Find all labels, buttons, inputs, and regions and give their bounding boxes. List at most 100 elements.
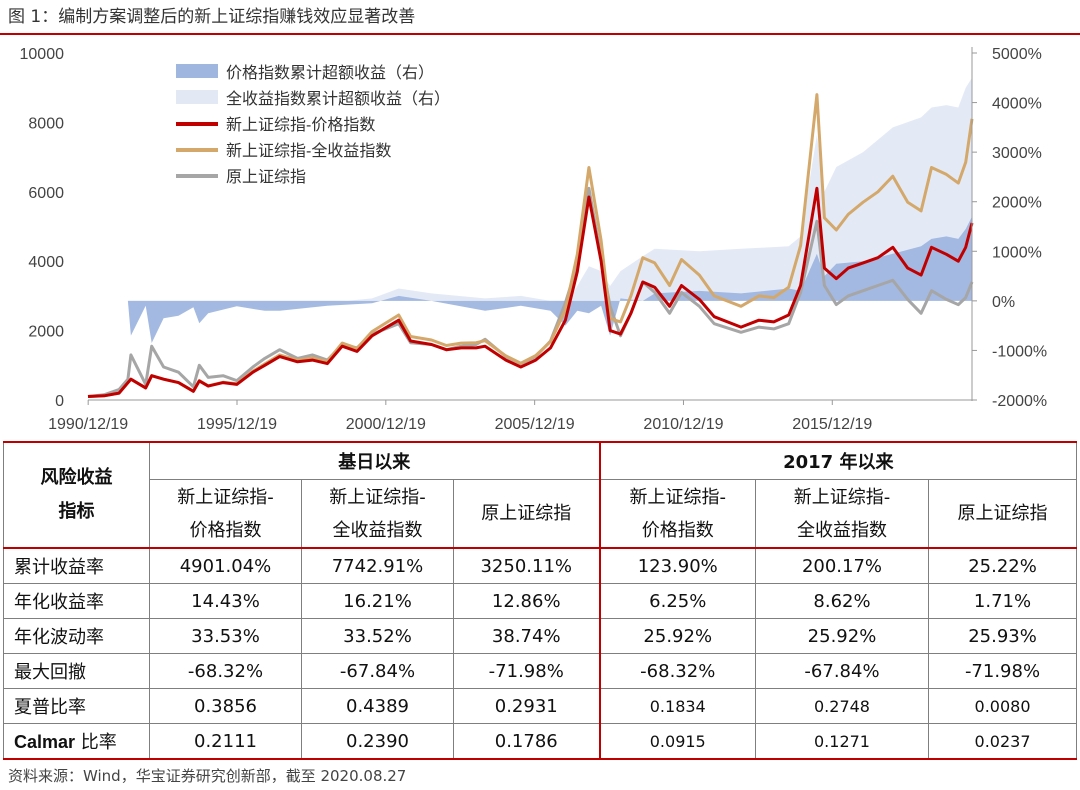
stats-table: 风险收益指标 基日以来 2017 年以来 新上证综指- 价格指数 新上证综指- 全收… <box>3 441 1078 760</box>
y-right-tick-label: -1000% <box>992 343 1047 360</box>
table-cell: 0.1271 <box>755 723 929 760</box>
sub-header: 原上证综指 <box>453 479 600 549</box>
table-cell: 0.2748 <box>755 688 929 724</box>
table-cell: -71.98% <box>927 653 1078 689</box>
table-cell: -67.84% <box>301 653 454 689</box>
y-left-tick-label: 4000 <box>28 254 64 271</box>
table-cell: 6.25% <box>598 583 756 619</box>
legend-label: 全收益指数累计超额收益（右） <box>226 90 450 108</box>
sub-header-line1: 新上证综指- <box>793 486 891 508</box>
x-tick-label: 2010/12/19 <box>643 416 723 433</box>
table-row: 累计收益率 4901.04% 7742.91% 3250.11% 123.90%… <box>3 547 1078 584</box>
table-cell: 0.0237 <box>927 723 1078 760</box>
sub-header-line1: 新上证综指- <box>329 486 426 508</box>
table-cell: 16.21% <box>301 583 454 619</box>
sub-header-line2: 全收益指数 <box>797 519 887 541</box>
table-cell: -67.84% <box>755 653 929 689</box>
sub-header-line2: 价格指数 <box>189 519 262 541</box>
sub-header: 新上证综指- 全收益指数 <box>301 479 454 549</box>
table-cell: -71.98% <box>453 653 600 689</box>
y-left-tick-label: 6000 <box>28 185 64 202</box>
sub-header: 新上证综指- 价格指数 <box>149 479 302 549</box>
y-right-tick-label: 2000% <box>992 195 1042 212</box>
y-right-tick-label: 5000% <box>992 46 1042 63</box>
stats-table-wrap: 风险收益指标 基日以来 2017 年以来 新上证综指- 价格指数 新上证综指- 全收… <box>3 441 1078 760</box>
y-left-tick-label: 0 <box>55 393 64 410</box>
legend-label: 原上证综指 <box>226 168 306 186</box>
row-label: 累计收益率 <box>3 547 150 584</box>
area-series <box>88 77 972 341</box>
row-label: 最大回撤 <box>3 653 150 689</box>
table-corner: 风险收益 指标 <box>3 441 150 549</box>
row-label: 年化波动率 <box>3 618 150 654</box>
table-row: 年化波动率 33.53% 33.52% 38.74% 25.92% 25.92%… <box>3 618 1078 654</box>
table-cell: 0.1834 <box>598 688 756 724</box>
y-right-tick-label: 3000% <box>992 145 1042 162</box>
group-header-since-2017: 2017 年以来 <box>598 441 1078 480</box>
y-right-tick-label: 4000% <box>992 96 1042 113</box>
table-cell: 0.0080 <box>927 688 1078 724</box>
row-label-zh: 比率 <box>75 732 117 753</box>
table-row: 最大回撤 -68.32% -67.84% -71.98% -68.32% -67… <box>3 653 1078 689</box>
x-tick-label: 2015/12/19 <box>792 416 872 433</box>
table-cell: 7742.91% <box>301 547 454 584</box>
table-cell: 0.3856 <box>149 688 302 724</box>
y-left-tick-label: 2000 <box>28 324 64 341</box>
y-right-tick-label: 1000% <box>992 244 1042 261</box>
table-row: 夏普比率 0.3856 0.4389 0.2931 0.1834 0.2748 … <box>3 688 1078 724</box>
title-rule <box>0 33 1080 35</box>
x-tick-label: 2000/12/19 <box>346 416 426 433</box>
row-label: 夏普比率 <box>3 688 150 724</box>
legend-label: 新上证综指-全收益指数 <box>226 142 391 160</box>
table-cell: 1.71% <box>927 583 1078 619</box>
sub-header: 新上证综指- 全收益指数 <box>755 479 929 549</box>
chart: 0 2000 4000 6000 8000 10000 -2000% -1000% 0% 1000… <box>20 46 1048 433</box>
table-row: 年化收益率 14.43% 16.21% 12.86% 6.25% 8.62% 1… <box>3 583 1078 619</box>
table-cell: 0.1786 <box>453 723 600 760</box>
table-cell: 33.53% <box>149 618 302 654</box>
table-cell: 0.2390 <box>301 723 454 760</box>
table-cell: 25.22% <box>927 547 1078 584</box>
source-note: 资料来源：Wind，华宝证券研究创新部，截至 2020.08.27 <box>8 767 407 785</box>
sub-header-line2: 全收益指数 <box>332 519 423 541</box>
sub-header: 原上证综指 <box>927 479 1078 549</box>
line-series <box>87 186 974 398</box>
group-header-since-base: 基日以来 <box>149 441 600 480</box>
sub-header-line1: 原上证综指 <box>481 503 572 524</box>
table-cell: 0.2931 <box>453 688 600 724</box>
table-cell: 4901.04% <box>149 547 302 584</box>
table-cell: -68.32% <box>149 653 302 689</box>
table-cell: 38.74% <box>453 618 600 654</box>
row-label-en: Calmar <box>14 732 76 752</box>
y-right-tick-label: 0% <box>992 294 1015 311</box>
table-cell: 0.0915 <box>598 723 756 760</box>
table-cell: 25.93% <box>927 618 1078 654</box>
corner-line1: 风险收益 <box>40 467 113 488</box>
sub-header-line1: 原上证综指 <box>957 503 1048 524</box>
figure-title: 图 1：编制方案调整后的新上证综指赚钱效应显著改善 <box>8 7 416 27</box>
corner-line2: 指标 <box>58 501 95 522</box>
table-cell: 0.2111 <box>149 723 302 760</box>
table-cell: 3250.11% <box>453 547 600 584</box>
table-cell: 25.92% <box>598 618 756 654</box>
y-left-tick-label: 10000 <box>20 46 65 63</box>
table-cell: 8.62% <box>755 583 929 619</box>
sub-header-line2: 价格指数 <box>641 519 714 541</box>
table-cell: 0.4389 <box>301 688 454 724</box>
y-left-tick-label: 8000 <box>28 115 64 132</box>
table-cell: 200.17% <box>755 547 929 584</box>
sub-header: 新上证综指- 价格指数 <box>598 479 756 549</box>
x-tick-label: 1995/12/19 <box>197 416 277 433</box>
sub-header-line1: 新上证综指- <box>629 486 727 508</box>
row-label: Calmar 比率 <box>3 723 150 760</box>
x-tick-label: 1990/12/19 <box>48 416 128 433</box>
sub-header-line1: 新上证综指- <box>177 486 274 508</box>
table-row: Calmar 比率 0.2111 0.2390 0.1786 0.0915 0.… <box>3 723 1078 760</box>
table-cell: 12.86% <box>453 583 600 619</box>
legend-label: 价格指数累计超额收益（右） <box>226 64 434 82</box>
y-right-tick-label: -2000% <box>992 393 1047 410</box>
x-tick-label: 2005/12/19 <box>495 416 575 433</box>
legend-label: 新上证综指-价格指数 <box>226 116 375 134</box>
table-cell: 33.52% <box>301 618 454 654</box>
